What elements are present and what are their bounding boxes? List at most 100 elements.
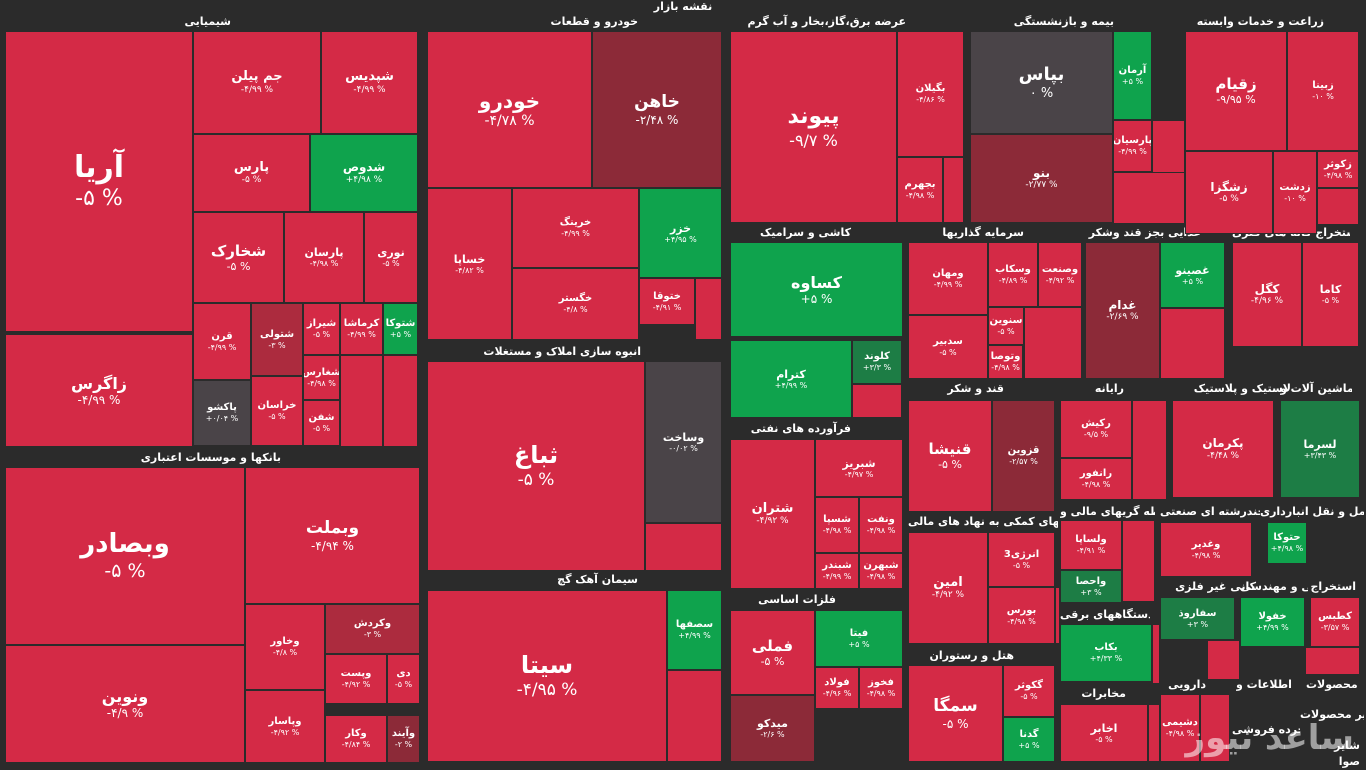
treemap-small-tile[interactable] bbox=[1305, 647, 1360, 675]
treemap-tile[interactable]: پارسان -۴/۹۸ % bbox=[284, 212, 364, 303]
treemap-tile[interactable]: وسکاب -۴/۸۹ % bbox=[988, 242, 1038, 307]
treemap-tile[interactable]: وپست -۴/۹۲ % bbox=[325, 654, 387, 704]
treemap-tile[interactable]: وکردش -۳ % bbox=[325, 604, 420, 654]
treemap-tile[interactable]: شسپا -۴/۹۸ % bbox=[815, 497, 859, 553]
treemap-tile[interactable]: وساخت -۰/۰۲ % bbox=[645, 361, 722, 523]
treemap-tile[interactable]: وصنعت -۴/۹۲ % bbox=[1038, 242, 1082, 307]
treemap-tile[interactable]: خاهن -۲/۴۸ % bbox=[592, 31, 722, 188]
treemap-small-tile[interactable] bbox=[1207, 640, 1240, 680]
treemap-tile[interactable]: پاکشو +۰/۰۴ % bbox=[193, 380, 251, 446]
treemap-tile[interactable]: رانفور -۴/۹۸ % bbox=[1060, 458, 1132, 500]
treemap-tile[interactable]: کساوه +۵ % bbox=[730, 242, 903, 337]
treemap-small-tile[interactable] bbox=[645, 523, 722, 571]
treemap-tile[interactable]: سصفها +۴/۹۹ % bbox=[667, 590, 722, 670]
treemap-tile[interactable]: زقیام -۹/۹۵ % bbox=[1185, 31, 1287, 151]
treemap-tile[interactable]: گکوثر -۵ % bbox=[1003, 665, 1055, 717]
treemap-tile[interactable]: بورس -۴/۹۸ % bbox=[988, 587, 1055, 644]
treemap-tile[interactable]: بگیلان -۴/۸۶ % bbox=[897, 31, 964, 157]
treemap-tile[interactable]: فولاد -۴/۹۶ % bbox=[815, 667, 859, 709]
treemap-tile[interactable]: خفولا +۴/۹۹ % bbox=[1240, 597, 1305, 647]
treemap-tile[interactable]: سدبیر -۵ % bbox=[908, 315, 988, 379]
treemap-tile[interactable]: کرماشا -۴/۹۹ % bbox=[340, 303, 383, 355]
treemap-tile[interactable]: زدشت -۱۰ % bbox=[1273, 151, 1317, 234]
treemap-tile[interactable]: قنیشا -۵ % bbox=[908, 400, 992, 512]
treemap-tile[interactable]: میدکو -۲/۶ % bbox=[730, 695, 815, 762]
treemap-small-tile[interactable] bbox=[1152, 624, 1160, 684]
treemap-tile[interactable]: فملی -۵ % bbox=[730, 610, 815, 695]
treemap-tile[interactable]: شخارک -۵ % bbox=[193, 212, 284, 303]
treemap-tile[interactable]: سیتا -۴/۹۵ % bbox=[427, 590, 667, 762]
treemap-tile[interactable]: شفن -۵ % bbox=[303, 400, 340, 446]
treemap-small-tile[interactable] bbox=[852, 384, 902, 418]
treemap-tile[interactable]: لسرما +۳/۴۳ % bbox=[1280, 400, 1360, 498]
treemap-tile[interactable]: واحصا +۳ % bbox=[1060, 570, 1122, 603]
treemap-tile[interactable]: کطبس -۳/۵۷ % bbox=[1310, 597, 1360, 647]
treemap-tile[interactable]: وبصادر -۵ % bbox=[5, 467, 245, 645]
treemap-tile[interactable]: وکار -۴/۸۴ % bbox=[325, 715, 387, 763]
treemap-tile[interactable]: غدام -۲/۶۹ % bbox=[1085, 242, 1160, 379]
treemap-tile[interactable]: گدنا +۵ % bbox=[1003, 717, 1055, 762]
treemap-tile[interactable]: وتوصا -۴/۹۸ % bbox=[988, 345, 1023, 379]
treemap-small-tile[interactable] bbox=[1200, 694, 1230, 762]
treemap-tile[interactable]: شغارس -۴/۹۸ % bbox=[303, 355, 340, 400]
treemap-tile[interactable]: پارسیان -۴/۹۹ % bbox=[1113, 120, 1152, 172]
treemap-tile[interactable]: ومهان -۴/۹۹ % bbox=[908, 242, 988, 315]
treemap-small-tile[interactable] bbox=[943, 157, 964, 223]
treemap-tile[interactable]: کلوند +۳/۳ % bbox=[852, 340, 902, 384]
treemap-tile[interactable]: پیوند -۹/۷ % bbox=[730, 31, 897, 223]
treemap-tile[interactable]: کاما -۵ % bbox=[1302, 242, 1359, 347]
treemap-tile[interactable]: شتران -۴/۹۲ % bbox=[730, 439, 815, 589]
treemap-small-tile[interactable] bbox=[383, 355, 418, 447]
treemap-tile[interactable]: زکوثر -۴/۹۸ % bbox=[1317, 151, 1359, 188]
treemap-tile[interactable]: آرمان +۵ % bbox=[1113, 31, 1152, 120]
treemap-tile[interactable]: وغدیر -۴/۹۸ % bbox=[1160, 522, 1252, 577]
treemap-tile[interactable]: ثباغ -۵ % bbox=[427, 361, 645, 571]
treemap-tile[interactable]: سنوین -۵ % bbox=[988, 307, 1024, 345]
treemap-tile[interactable]: شبهرن -۴/۹۸ % bbox=[859, 553, 903, 589]
treemap-tile[interactable]: بکاب +۴/۳۳ % bbox=[1060, 624, 1152, 682]
treemap-tile[interactable]: انرژی3 -۵ % bbox=[988, 532, 1055, 587]
treemap-tile[interactable]: خرینگ -۴/۹۹ % bbox=[512, 188, 639, 268]
treemap-tile[interactable]: کگل -۴/۹۶ % bbox=[1232, 242, 1302, 347]
treemap-tile[interactable]: وخاور -۴/۸ % bbox=[245, 604, 325, 690]
treemap-small-tile[interactable] bbox=[1113, 172, 1185, 224]
treemap-tile[interactable]: بپاس ۰ % bbox=[970, 31, 1113, 134]
treemap-tile[interactable]: قرن -۴/۹۹ % bbox=[193, 303, 251, 380]
treemap-tile[interactable]: رکیش -۹/۵ % bbox=[1060, 400, 1132, 458]
treemap-tile[interactable]: شدوص +۴/۹۸ % bbox=[310, 134, 418, 212]
treemap-tile[interactable]: خودرو -۴/۷۸ % bbox=[427, 31, 592, 188]
treemap-small-tile[interactable] bbox=[1160, 308, 1225, 379]
treemap-tile[interactable]: شیراز -۵ % bbox=[303, 303, 340, 355]
treemap-tile[interactable]: حتوکا +۴/۹۸ % bbox=[1267, 522, 1307, 564]
treemap-tile[interactable]: وبملت -۴/۹۴ % bbox=[245, 467, 420, 604]
treemap-tile[interactable]: دی -۵ % bbox=[387, 654, 420, 704]
treemap-tile[interactable]: زشگزا -۵ % bbox=[1185, 151, 1273, 234]
treemap-tile[interactable]: کترام +۴/۹۹ % bbox=[730, 340, 852, 418]
treemap-tile[interactable]: ونفت -۴/۹۸ % bbox=[859, 497, 903, 553]
treemap-tile[interactable]: فیتا +۵ % bbox=[815, 610, 903, 667]
treemap-tile[interactable]: ونوین -۴/۹ % bbox=[5, 645, 245, 763]
treemap-tile[interactable]: شتوکا +۵ % bbox=[383, 303, 418, 355]
treemap-small-tile[interactable] bbox=[1148, 704, 1160, 762]
treemap-small-tile[interactable] bbox=[695, 278, 722, 340]
treemap-small-tile[interactable] bbox=[1055, 587, 1060, 644]
treemap-small-tile[interactable] bbox=[1024, 307, 1082, 379]
treemap-tile[interactable]: زبینا -۱۰ % bbox=[1287, 31, 1359, 151]
treemap-small-tile[interactable] bbox=[1317, 188, 1359, 225]
treemap-tile[interactable]: پارس -۵ % bbox=[193, 134, 310, 212]
treemap-tile[interactable]: قزوین -۲/۵۷ % bbox=[992, 400, 1055, 512]
treemap-tile[interactable]: ختوقا -۴/۹۱ % bbox=[639, 278, 695, 325]
treemap-tile[interactable]: پکرمان -۴/۴۸ % bbox=[1172, 400, 1274, 498]
treemap-tile[interactable]: شپدیس -۴/۹۹ % bbox=[321, 31, 418, 134]
treemap-tile[interactable]: وپاسار -۴/۹۲ % bbox=[245, 690, 325, 763]
treemap-small-tile[interactable] bbox=[1122, 520, 1155, 602]
treemap-tile[interactable]: خگستر -۴/۸ % bbox=[512, 268, 639, 340]
treemap-tile[interactable]: سفاروذ +۳ % bbox=[1160, 597, 1235, 640]
treemap-tile[interactable]: بجهرم -۴/۹۸ % bbox=[897, 157, 943, 223]
treemap-tile[interactable]: شتولی -۳ % bbox=[251, 303, 303, 376]
treemap-tile[interactable]: جم پیلن -۴/۹۹ % bbox=[193, 31, 321, 134]
treemap-tile[interactable]: نوری -۵ % bbox=[364, 212, 418, 303]
treemap-tile[interactable]: خراسان -۵ % bbox=[251, 376, 303, 446]
treemap-small-tile[interactable] bbox=[340, 355, 383, 447]
treemap-tile[interactable]: آریا -۵ % bbox=[5, 31, 193, 332]
